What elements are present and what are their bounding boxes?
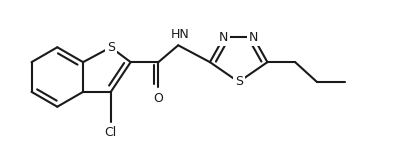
Text: S: S [234, 75, 242, 88]
Text: HN: HN [170, 28, 189, 41]
Text: N: N [248, 31, 257, 44]
Text: O: O [153, 92, 163, 105]
Text: Cl: Cl [104, 126, 117, 139]
Text: S: S [107, 41, 115, 54]
Text: N: N [219, 31, 228, 44]
